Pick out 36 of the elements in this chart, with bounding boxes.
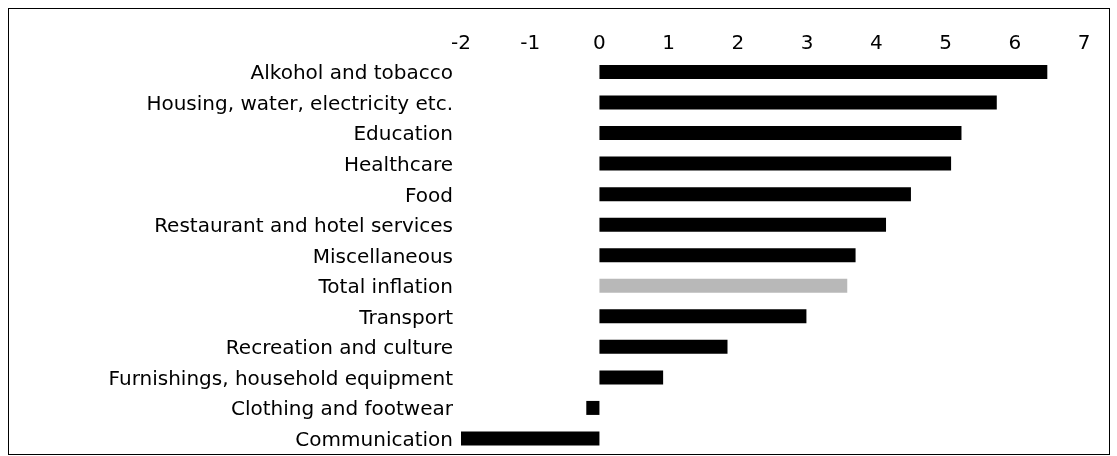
bar [599, 126, 962, 141]
y-tick-label: Transport [358, 304, 454, 329]
y-tick-label: Restaurant and hotel services [154, 213, 453, 238]
bar [461, 431, 600, 446]
y-tick-label: Furnishings, household equipment [108, 365, 454, 390]
bar [599, 309, 807, 324]
x-tick-label: 4 [869, 30, 883, 54]
x-tick-label: -1 [520, 30, 541, 54]
y-tick-label: Housing, water, electricity etc. [146, 90, 453, 115]
bar [599, 278, 848, 293]
y-tick-label: Food [405, 182, 453, 207]
bar [599, 187, 911, 202]
bar [586, 400, 600, 415]
y-tick-label: Healthcare [343, 151, 453, 176]
bar [599, 339, 728, 354]
x-tick-label: 1 [662, 30, 676, 54]
y-tick-label: Communication [295, 426, 453, 451]
x-tick-label: 7 [1077, 30, 1091, 54]
x-tick-label: 6 [1008, 30, 1022, 54]
y-tick-label: Miscellaneous [312, 243, 453, 268]
x-tick-label: 2 [731, 30, 745, 54]
x-tick-label: 3 [800, 30, 814, 54]
y-tick-label: Education [353, 121, 453, 146]
bar [599, 95, 997, 110]
bar [599, 65, 1048, 79]
x-tick-label: 5 [939, 30, 952, 54]
bar [599, 156, 952, 171]
y-tick-label: Alkohol and tobacco [250, 60, 453, 85]
bar [599, 370, 664, 385]
y-tick-label: Clothing and footwear [230, 396, 454, 421]
bar [599, 217, 887, 232]
x-tick-label: -2 [451, 30, 471, 54]
bar [599, 248, 856, 263]
x-tick-label: 0 [593, 30, 606, 54]
y-tick-label: Total inflation [317, 274, 453, 299]
y-tick-label: Recreation and culture [225, 335, 453, 360]
